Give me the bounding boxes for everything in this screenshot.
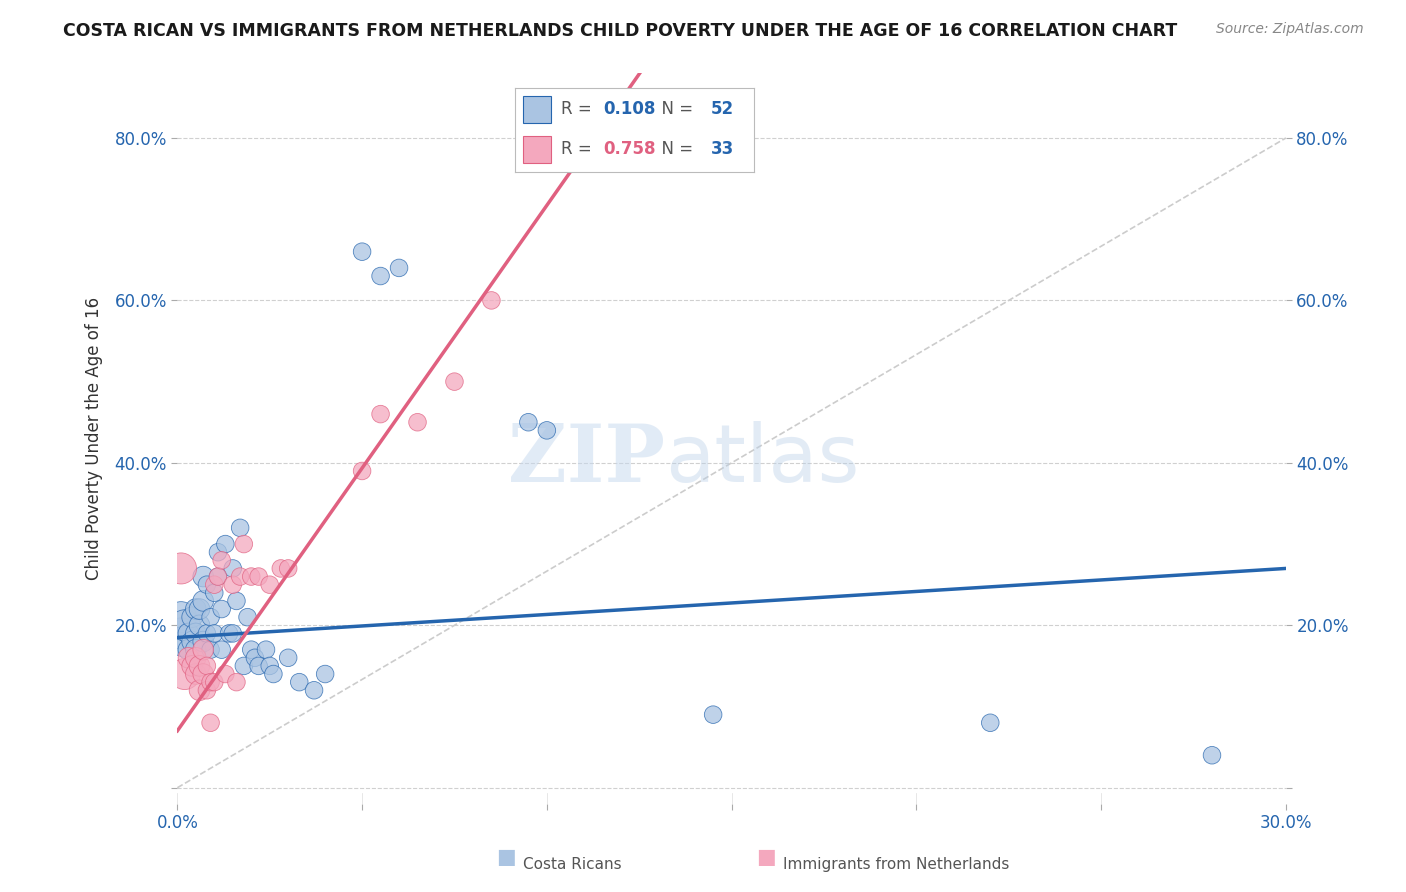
Text: ■: ■ (496, 847, 516, 867)
Point (314, 667, 336, 681)
Point (254, 642, 277, 657)
Point (222, 626, 245, 640)
Point (277, 650, 299, 665)
Point (225, 675, 247, 690)
Point (195, 577, 218, 591)
Point (247, 659, 270, 673)
Point (195, 626, 218, 640)
Text: ■: ■ (756, 847, 776, 867)
Point (302, 683, 325, 698)
Point (188, 683, 211, 698)
Point (193, 667, 215, 681)
Point (193, 642, 215, 657)
Point (1201, 748, 1223, 763)
Point (202, 577, 225, 591)
Point (211, 602, 233, 616)
Point (229, 521, 252, 535)
Point (236, 610, 259, 624)
Point (195, 659, 218, 673)
Point (184, 642, 207, 657)
Point (184, 650, 207, 665)
Point (207, 569, 229, 583)
Point (181, 659, 204, 673)
Text: ZIP: ZIP (508, 421, 665, 500)
Point (270, 561, 292, 575)
Point (173, 618, 195, 632)
Point (177, 650, 200, 665)
Point (170, 626, 193, 640)
Text: Source: ZipAtlas.com: Source: ZipAtlas.com (1216, 22, 1364, 37)
Point (200, 715, 222, 730)
Point (240, 569, 263, 583)
Point (200, 610, 222, 624)
Point (517, 415, 540, 429)
Point (370, 407, 392, 421)
Y-axis label: Child Poverty Under the Age of 16: Child Poverty Under the Age of 16 (86, 297, 103, 580)
Point (195, 683, 218, 698)
Point (200, 642, 222, 657)
Point (214, 667, 236, 681)
Point (184, 626, 207, 640)
Point (188, 659, 211, 673)
Point (181, 634, 204, 648)
Point (370, 268, 392, 283)
Point (702, 707, 724, 722)
Point (173, 667, 195, 681)
Point (481, 293, 503, 308)
Point (232, 659, 254, 673)
Point (211, 642, 233, 657)
Text: atlas: atlas (665, 421, 859, 500)
Point (188, 618, 211, 632)
Point (288, 675, 311, 690)
Point (181, 610, 204, 624)
Point (202, 675, 225, 690)
Point (232, 537, 254, 551)
Point (259, 577, 281, 591)
Point (173, 634, 195, 648)
Point (979, 715, 1001, 730)
Point (207, 569, 229, 583)
Point (262, 667, 284, 681)
Point (177, 642, 200, 657)
Point (443, 375, 465, 389)
Point (243, 650, 266, 665)
Point (259, 659, 281, 673)
Point (406, 415, 429, 429)
Point (218, 626, 240, 640)
Point (170, 610, 193, 624)
Point (188, 602, 211, 616)
Point (200, 675, 222, 690)
Point (214, 537, 236, 551)
Point (177, 626, 200, 640)
Text: Immigrants from Netherlands: Immigrants from Netherlands (783, 857, 1010, 872)
Point (229, 569, 252, 583)
Point (352, 464, 374, 478)
Point (277, 561, 299, 575)
Point (240, 642, 263, 657)
Point (193, 569, 215, 583)
Text: COSTA RICAN VS IMMIGRANTS FROM NETHERLANDS CHILD POVERTY UNDER THE AGE OF 16 COR: COSTA RICAN VS IMMIGRANTS FROM NETHERLAN… (63, 22, 1177, 40)
Point (222, 577, 245, 591)
Point (211, 553, 233, 567)
Point (193, 634, 215, 648)
Point (225, 594, 247, 608)
Point (170, 561, 193, 575)
Point (193, 594, 215, 608)
Point (184, 667, 207, 681)
Point (352, 244, 374, 259)
Text: Costa Ricans: Costa Ricans (523, 857, 621, 872)
Point (207, 545, 229, 559)
Point (247, 569, 270, 583)
Point (202, 626, 225, 640)
Point (536, 423, 558, 437)
Point (184, 602, 207, 616)
Point (388, 260, 411, 275)
Point (202, 586, 225, 600)
Point (222, 561, 245, 575)
